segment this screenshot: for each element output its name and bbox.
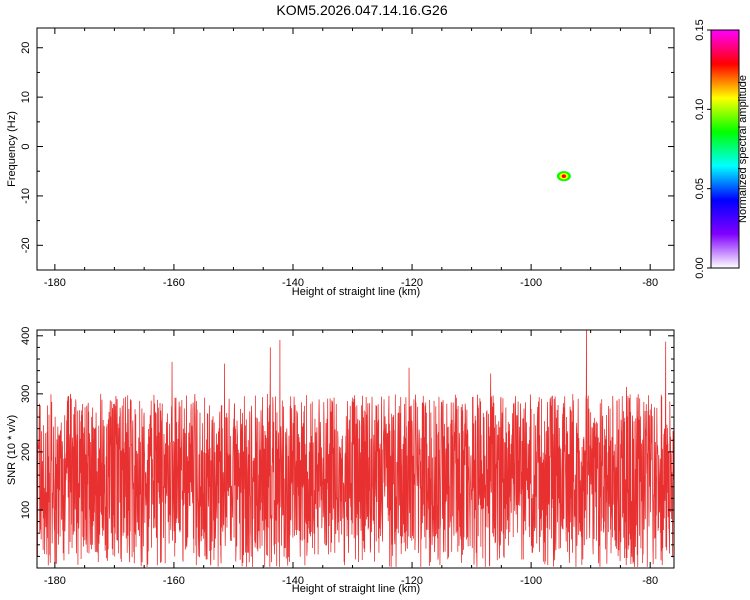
snr-x-tick-label: -120 — [401, 575, 423, 587]
snr-x-tick-label: -100 — [520, 575, 542, 587]
heatmap-y-tick-label: 0 — [20, 143, 32, 149]
snr-frame — [36, 329, 675, 569]
heatmap-x-tick-label: -180 — [44, 277, 66, 289]
snr-y-tick-label: 100 — [20, 501, 32, 519]
snr-series-line — [37, 330, 674, 567]
heatmap-x-tick-label: -120 — [401, 277, 423, 289]
heatmap-x-axis-label: Height of straight line (km) — [292, 286, 420, 298]
snr-x-tick-label: -180 — [44, 575, 66, 587]
snr-x-tick-label: -160 — [163, 575, 185, 587]
snr-x-axis-label: Height of straight line (km) — [292, 583, 420, 595]
heatmap-frame — [36, 27, 675, 271]
snr-y-axis-label: SNR (10 * v/v) — [6, 415, 18, 485]
snr-x-tick-label: -80 — [642, 575, 658, 587]
heatmap-x-tick-label: -80 — [642, 277, 658, 289]
colorbar-gradient — [710, 29, 740, 269]
colorbar-tick-label: 0.10 — [694, 99, 706, 120]
heatmap-texture — [37, 28, 674, 270]
snr-panel: -180 -160 -140 -120 -100 -80 100 200 300 400 Hei… — [6, 327, 675, 595]
heatmap-x-tick-label: -140 — [282, 277, 304, 289]
heatmap-y-tick-label: -20 — [20, 237, 32, 253]
snr-x-tick-label: -140 — [282, 575, 304, 587]
snr-y-tick-label: 400 — [20, 327, 32, 345]
heatmap-plot-area — [37, 28, 674, 270]
heatmap-peak-core — [561, 174, 567, 178]
heatmap-y-tick-label: 10 — [20, 91, 32, 103]
snr-y-tick-label: 300 — [20, 385, 32, 403]
heatmap-y-axis-label: Frequency (Hz) — [6, 111, 18, 187]
heatmap-x-tick-label: -100 — [520, 277, 542, 289]
heatmap-y-tick-label: 20 — [20, 42, 32, 54]
colorbar-label: Normalized spectral amplitude — [737, 75, 749, 223]
colorbar-tick-label: 0.05 — [694, 178, 706, 199]
figure-title: KOM5.2026.047.14.16.G26 — [276, 2, 447, 18]
snr-plot-area — [37, 330, 674, 567]
colorbar-tick-label: 0.00 — [694, 257, 706, 278]
snr-y-tick-label: 200 — [20, 443, 32, 461]
colorbar: 0.00 0.05 0.10 0.15 Normalized spectral amp… — [694, 19, 749, 278]
heatmap-x-tick-label: -160 — [163, 277, 185, 289]
heatmap-y-tick-label: -10 — [20, 188, 32, 204]
colorbar-tick-label: 0.15 — [694, 19, 706, 40]
